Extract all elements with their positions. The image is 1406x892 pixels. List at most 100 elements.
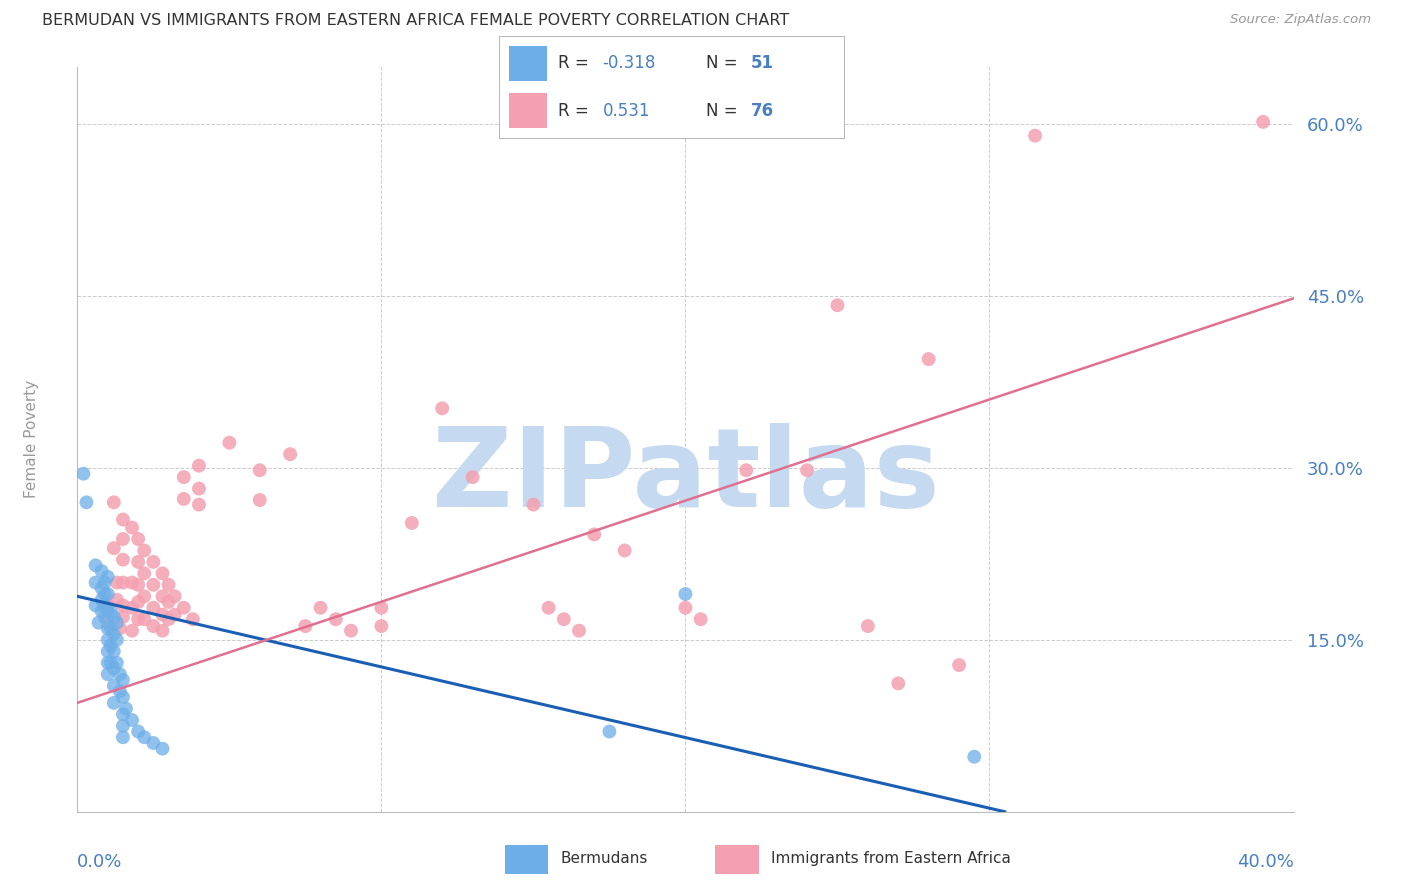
Text: ZIPatlas: ZIPatlas — [432, 423, 939, 530]
Point — [111, 690, 134, 705]
Point — [105, 575, 128, 590]
Point — [93, 599, 115, 613]
Point — [108, 667, 131, 681]
Point — [325, 612, 347, 626]
Point — [827, 298, 849, 312]
Point — [93, 575, 115, 590]
Point — [100, 621, 122, 635]
Point — [278, 447, 301, 461]
Point — [134, 543, 156, 558]
Point — [103, 610, 125, 624]
Point — [121, 713, 143, 727]
Point — [84, 599, 107, 613]
FancyBboxPatch shape — [716, 845, 759, 874]
Point — [90, 564, 112, 578]
Point — [370, 600, 392, 615]
Point — [796, 463, 818, 477]
Point — [675, 587, 697, 601]
Point — [121, 520, 143, 534]
Point — [97, 644, 120, 658]
Point — [105, 656, 128, 670]
Point — [84, 575, 107, 590]
Point — [173, 470, 195, 484]
Point — [100, 639, 122, 653]
Point — [90, 604, 112, 618]
Point — [127, 532, 149, 546]
Point — [918, 352, 941, 367]
Point — [111, 719, 134, 733]
Point — [93, 587, 115, 601]
Text: 51: 51 — [751, 54, 773, 72]
Point — [90, 592, 112, 607]
Point — [432, 401, 454, 416]
Point — [142, 736, 165, 750]
Point — [105, 592, 128, 607]
Point — [127, 612, 149, 626]
Point — [142, 619, 165, 633]
Point — [97, 615, 120, 630]
Point — [249, 493, 271, 508]
Point — [887, 676, 910, 690]
Point — [90, 582, 112, 596]
Point — [218, 435, 240, 450]
Point — [142, 555, 165, 569]
Point — [152, 566, 174, 581]
Point — [103, 644, 125, 658]
Point — [111, 552, 134, 566]
Point — [84, 558, 107, 573]
Point — [111, 673, 134, 687]
Point — [103, 495, 125, 509]
Point — [127, 595, 149, 609]
Point — [142, 600, 165, 615]
Point — [121, 575, 143, 590]
Point — [108, 621, 131, 635]
Text: 0.0%: 0.0% — [77, 853, 122, 871]
Point — [100, 604, 122, 618]
Point — [105, 615, 128, 630]
Text: Immigrants from Eastern Africa: Immigrants from Eastern Africa — [770, 851, 1011, 866]
Point — [675, 600, 697, 615]
Point — [111, 730, 134, 744]
Text: BERMUDAN VS IMMIGRANTS FROM EASTERN AFRICA FEMALE POVERTY CORRELATION CHART: BERMUDAN VS IMMIGRANTS FROM EASTERN AFRI… — [42, 13, 789, 29]
Text: R =: R = — [558, 102, 599, 120]
Point — [97, 667, 120, 681]
Point — [583, 527, 606, 541]
Point — [97, 570, 120, 584]
Point — [1024, 128, 1046, 143]
Text: R =: R = — [558, 54, 593, 72]
Point — [97, 587, 120, 601]
Point — [127, 555, 149, 569]
Point — [111, 532, 134, 546]
Point — [100, 656, 122, 670]
Point — [103, 627, 125, 641]
Point — [111, 707, 134, 722]
Text: Bermudans: Bermudans — [561, 851, 648, 866]
Point — [108, 684, 131, 698]
Text: 40.0%: 40.0% — [1237, 853, 1294, 871]
Point — [157, 612, 180, 626]
Point — [735, 463, 758, 477]
Point — [111, 610, 134, 624]
Point — [111, 599, 134, 613]
Point — [522, 498, 544, 512]
Point — [97, 621, 120, 635]
Point — [97, 604, 120, 618]
Point — [97, 599, 120, 613]
Point — [294, 619, 316, 633]
Point — [111, 575, 134, 590]
Text: N =: N = — [706, 54, 742, 72]
Point — [103, 541, 125, 556]
Point — [689, 612, 711, 626]
Point — [568, 624, 591, 638]
Point — [121, 600, 143, 615]
Point — [97, 632, 120, 647]
Point — [134, 566, 156, 581]
Point — [963, 749, 986, 764]
Point — [103, 679, 125, 693]
Point — [553, 612, 575, 626]
Point — [598, 724, 620, 739]
Point — [163, 607, 186, 622]
Point — [309, 600, 332, 615]
Point — [152, 607, 174, 622]
Point — [134, 589, 156, 603]
